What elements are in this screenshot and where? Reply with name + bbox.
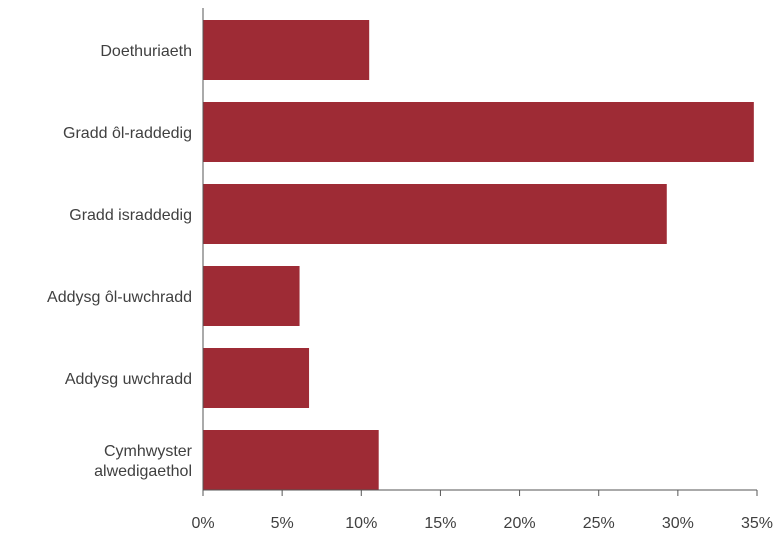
category-labels: Doethuriaeth Gradd ôl-raddedig Gradd israd… — [47, 43, 193, 480]
bar-1 — [203, 102, 754, 162]
bar-2 — [203, 184, 667, 244]
x-tick-label: 5% — [271, 515, 294, 532]
category-label-0: Doethuriaeth — [100, 43, 192, 60]
category-label-1: Gradd ôl-raddedig — [63, 125, 192, 142]
bar-0 — [203, 20, 370, 80]
bar-3 — [203, 266, 300, 326]
x-tick-label: 15% — [424, 515, 456, 532]
category-label-4: Addysg uwchradd — [65, 371, 192, 388]
x-tick-label: 35% — [741, 515, 773, 532]
x-tick-label: 20% — [504, 515, 536, 532]
category-label-line: Cymhwyster — [104, 443, 193, 460]
bars-group — [203, 20, 754, 490]
category-label-line: Gradd israddedig — [69, 207, 192, 224]
x-tick-label: 30% — [662, 515, 694, 532]
x-tick-label: 25% — [583, 515, 615, 532]
category-label-line: Addysg ôl-uwchradd — [47, 289, 192, 306]
category-label-line: alwedigaethol — [94, 463, 192, 480]
category-label-5: Cymhwyster alwedigaethol — [94, 443, 193, 480]
category-label-line: Addysg uwchradd — [65, 371, 192, 388]
category-label-2: Gradd israddedig — [69, 207, 192, 224]
x-tick-label: 10% — [345, 515, 377, 532]
category-label-3: Addysg ôl-uwchradd — [47, 289, 192, 306]
x-tick-label: 0% — [191, 515, 214, 532]
bar-4 — [203, 348, 310, 408]
bar-5 — [203, 430, 379, 490]
category-label-line: Gradd ôl-raddedig — [63, 125, 192, 142]
x-axis-ticks: 0% 5% 10% 15% 20% 25% 30% 35% — [191, 490, 773, 532]
category-label-line: Doethuriaeth — [100, 43, 192, 60]
